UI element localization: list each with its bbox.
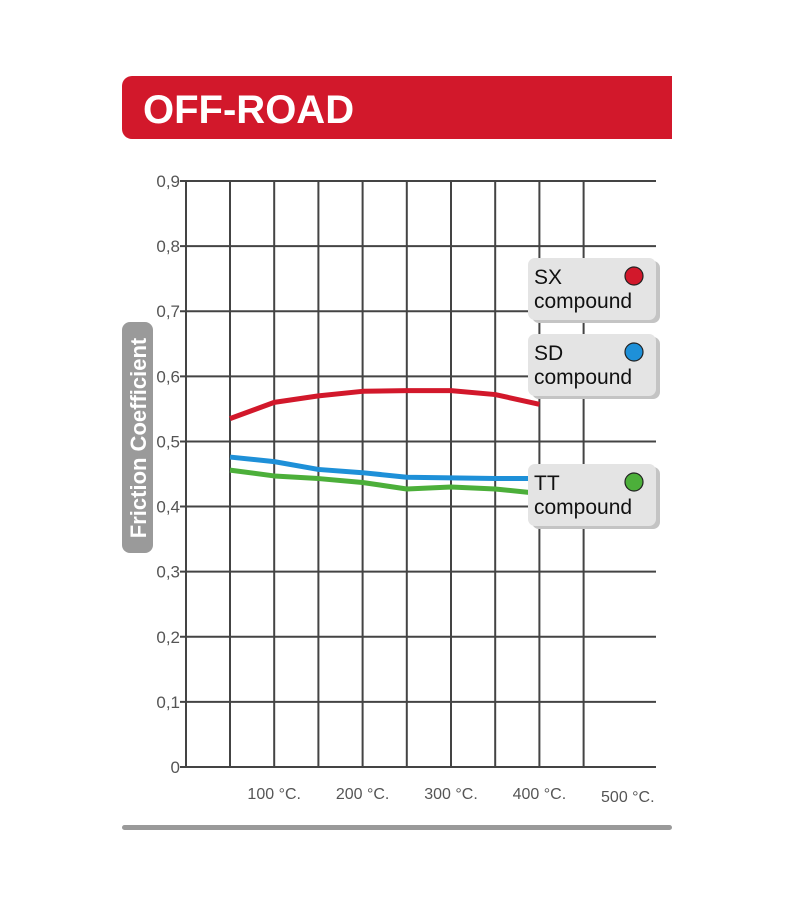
grid (180, 180, 656, 768)
y-axis-label-bg (122, 322, 153, 553)
chart-title: OFF-ROAD (143, 88, 354, 132)
x-tick-label: 300 °C. (424, 786, 478, 803)
legend-color-dot (624, 266, 644, 286)
title-banner-right-edge (640, 76, 672, 139)
series-line-tt (229, 467, 584, 497)
x-axis-ticks: 100 °C. 200 °C. 300 °C. 400 °C. 500 °C. (247, 786, 654, 806)
bottom-rule (122, 825, 672, 830)
y-axis-ticks: 0 0,1 0,2 0,3 0,4 0,5 0,6 0,7 0,8 0,9 (156, 172, 180, 777)
y-axis-label-badge: Friction Coefficient (122, 322, 153, 553)
y-tick-label: 0,8 (156, 237, 180, 256)
x-tick-label: 100 °C. (247, 786, 301, 803)
y-tick-label: 0,7 (156, 302, 180, 321)
y-tick-label: 0,9 (156, 172, 180, 191)
legend-label-code: SX (534, 266, 562, 289)
legend-color-dot (624, 472, 644, 492)
legend-label-compound: compound (534, 366, 632, 389)
legend-label-code: SD (534, 342, 563, 365)
y-tick-label: 0,1 (156, 693, 180, 712)
x-tick-label: 400 °C. (513, 786, 567, 803)
y-tick-label: 0,2 (156, 628, 180, 647)
legend-box (528, 258, 656, 320)
x-tick-label: 200 °C. (336, 786, 390, 803)
legend-box (528, 464, 656, 526)
y-tick-label: 0,5 (156, 432, 180, 451)
x-tick-label: 500 °C. (601, 789, 655, 806)
legend-box (528, 334, 656, 396)
title-banner-bg (122, 76, 672, 139)
y-tick-label: 0,6 (156, 367, 180, 386)
series-group (229, 388, 584, 497)
legend-label-code: TT (534, 472, 560, 495)
legend-label-compound: compound (534, 290, 632, 313)
y-axis-label: Friction Coefficient (126, 337, 151, 538)
title-banner: OFF-ROAD (122, 76, 672, 139)
series-line-sx (229, 388, 540, 422)
series-line-sd (229, 454, 584, 482)
y-tick-label: 0,4 (156, 498, 180, 517)
legend-color-dot (624, 342, 644, 362)
y-tick-label: 0,3 (156, 563, 180, 582)
legend-label-compound: compound (534, 496, 632, 519)
y-tick-label: 0 (171, 758, 180, 777)
